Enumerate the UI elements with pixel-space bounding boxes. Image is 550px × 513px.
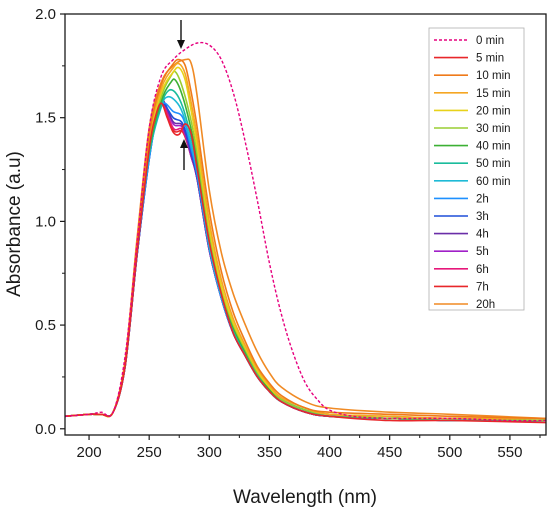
x-tick-label: 550	[497, 444, 522, 461]
x-axis-title: Wavelength (nm)	[233, 487, 377, 508]
y-tick-label: 1.5	[35, 110, 56, 127]
y-tick-label: 1.0	[35, 213, 56, 230]
x-axis: 200 250 300 350 400 450 500 550	[77, 435, 541, 461]
legend-label: 50 min	[476, 158, 511, 170]
series-line-5-min	[65, 102, 546, 424]
y-tick-label: 0.5	[35, 317, 56, 334]
legend-label: 30 min	[476, 123, 511, 135]
y-tick-label: 0.0	[35, 421, 56, 438]
legend-label: 10 min	[476, 70, 511, 82]
legend-label: 3h	[476, 211, 489, 223]
legend-label: 15 min	[476, 88, 511, 100]
plot-lines	[65, 41, 546, 424]
x-tick-label: 450	[377, 444, 402, 461]
legend-label: 4h	[476, 229, 489, 241]
legend-label: 5 min	[476, 53, 504, 65]
y-axis-title: Absorbance (a.u)	[4, 151, 25, 297]
x-tick-label: 500	[437, 444, 462, 461]
legend-label: 2h	[476, 193, 489, 205]
x-tick-label: 250	[137, 444, 162, 461]
y-tick-label: 2.0	[35, 6, 56, 23]
arrow-down-head	[177, 40, 185, 49]
x-tick-label: 200	[77, 444, 102, 461]
x-tick-label: 400	[317, 444, 342, 461]
x-tick-label: 300	[197, 444, 222, 461]
arrows	[177, 20, 188, 170]
legend-label: 0 min	[476, 35, 504, 47]
x-tick-label: 350	[257, 444, 282, 461]
legend-label: 40 min	[476, 141, 511, 153]
legend-label: 20h	[476, 299, 495, 311]
legend-label: 20 min	[476, 105, 511, 117]
y-axis: 0.0 0.5 1.0 1.5 2.0	[35, 6, 65, 438]
legend: 0 min 5 min 10 min 15 min 20 min 30 min 40 min…	[428, 27, 525, 311]
arrow-up-head	[180, 139, 188, 148]
plot-frame	[64, 13, 547, 436]
legend-label: 6h	[476, 264, 489, 276]
legend-label: 60 min	[476, 176, 511, 188]
legend-label: 7h	[476, 281, 489, 293]
legend-label: 5h	[476, 246, 489, 258]
